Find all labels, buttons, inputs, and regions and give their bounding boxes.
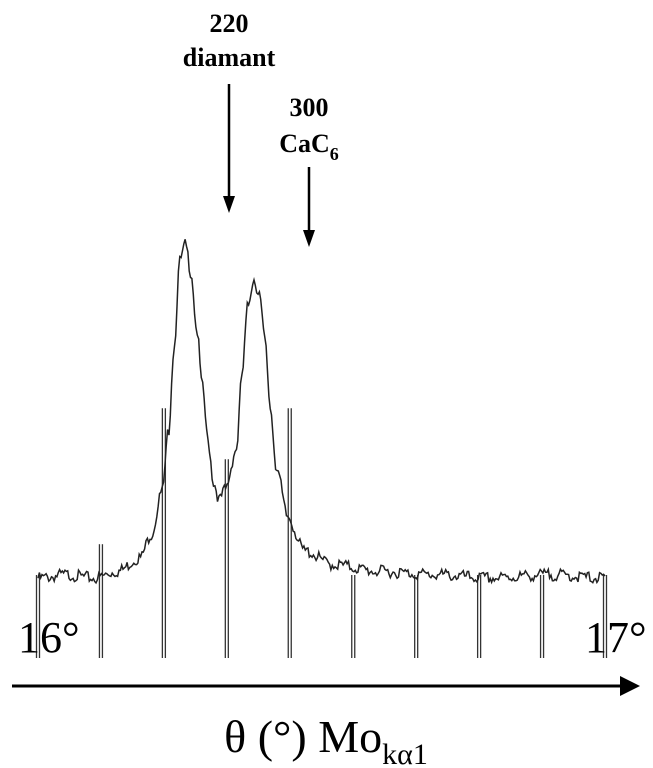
annotation-220-line2: diamant: [183, 43, 276, 72]
x-axis-arrowhead: [620, 676, 640, 696]
x-start-label: 16°: [18, 613, 80, 662]
x-axis-title: θ (°) Mokα1: [224, 711, 428, 768]
annotation-300-subscript: 6: [330, 144, 339, 164]
ticks-layer: [35, 408, 608, 658]
x-axis-title-main: θ (°) Mo: [224, 711, 382, 762]
annotation-300-line2: CaC6: [279, 129, 339, 164]
annotation-220-diamant: 220 diamant: [183, 9, 276, 213]
diffraction-profile-line: [37, 239, 606, 585]
annotation-300-arrowhead: [303, 230, 315, 247]
annotation-300-cac6: 300 CaC6: [279, 93, 339, 247]
x-end-label: 17°: [585, 613, 647, 662]
annotation-220-line1: 220: [210, 9, 249, 38]
annotation-300-formula: CaC: [279, 129, 330, 158]
x-axis-title-subscript: kα1: [382, 738, 428, 768]
annotation-300-line1: 300: [290, 93, 329, 122]
annotation-220-arrowhead: [223, 196, 235, 213]
